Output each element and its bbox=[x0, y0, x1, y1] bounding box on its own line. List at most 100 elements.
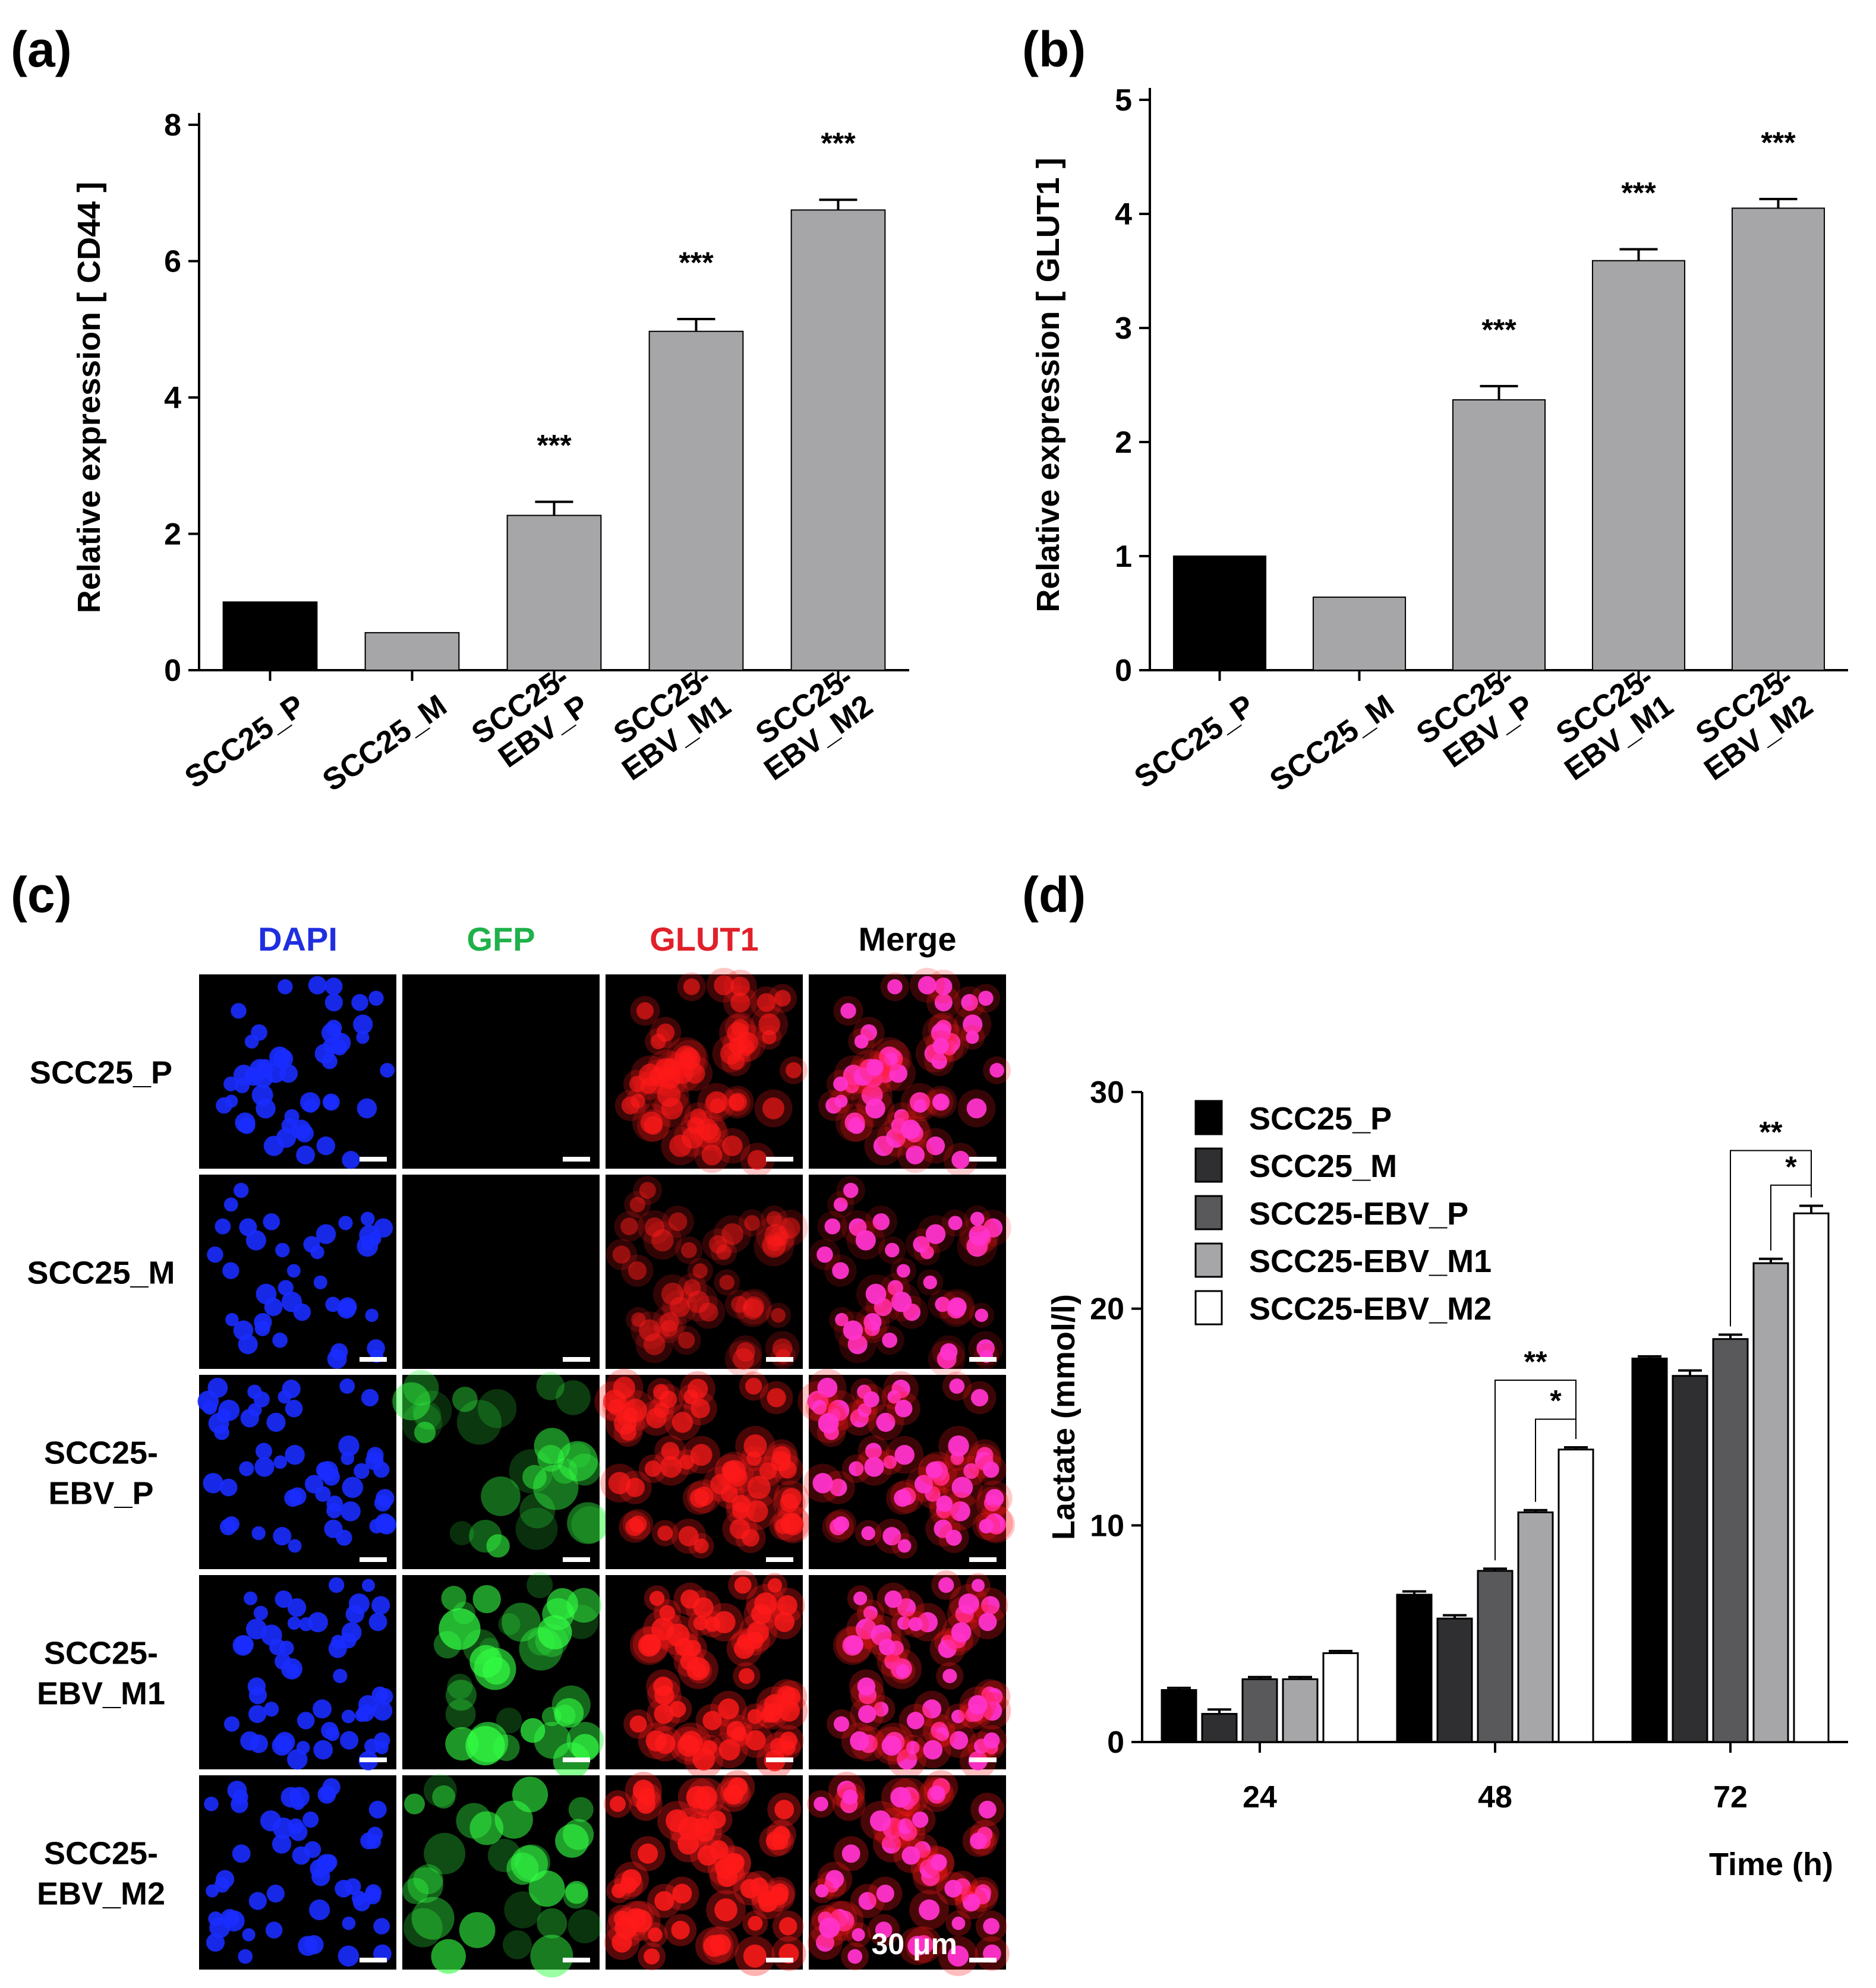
merge-nucleus bbox=[897, 1616, 911, 1630]
nucleus bbox=[296, 1741, 310, 1755]
glut1-cell bbox=[648, 1927, 663, 1942]
glut1-halo bbox=[652, 1305, 687, 1340]
glut1-cell bbox=[754, 1592, 777, 1615]
gfp-cell bbox=[456, 1400, 502, 1445]
merge-nucleus bbox=[951, 1916, 966, 1930]
gfp-cell bbox=[519, 1492, 556, 1529]
gfp-cell bbox=[459, 1912, 496, 1948]
nucleus bbox=[232, 1844, 251, 1863]
nucleus bbox=[275, 1590, 292, 1608]
nucleus bbox=[253, 1391, 270, 1408]
glut1-cell bbox=[696, 1118, 718, 1141]
merge-nucleus bbox=[829, 1478, 847, 1497]
scale-bar bbox=[563, 1557, 590, 1562]
glut1-cell bbox=[613, 1412, 637, 1435]
merge-nucleus bbox=[963, 1014, 983, 1034]
nucleus bbox=[316, 1462, 333, 1479]
glut1-cell bbox=[759, 1462, 777, 1480]
significance-bracket bbox=[1495, 1380, 1577, 1561]
category-label-1: SCC25_M bbox=[317, 688, 453, 798]
merge-nucleus bbox=[949, 1378, 965, 1394]
gfp-cell bbox=[402, 1403, 443, 1444]
merge-nucleus bbox=[917, 1612, 938, 1633]
glut1-halo bbox=[606, 1239, 638, 1270]
glut1-cell bbox=[775, 1518, 792, 1535]
merge-nucleus bbox=[938, 1577, 954, 1593]
gfp-cell bbox=[445, 1680, 477, 1711]
glut1-cell bbox=[620, 1217, 638, 1235]
glut1-halo bbox=[677, 1273, 707, 1303]
merge-nucleus bbox=[883, 1455, 897, 1469]
merge-nucleus bbox=[948, 1435, 969, 1457]
nucleus bbox=[256, 1059, 274, 1077]
nucleus bbox=[251, 1526, 266, 1541]
merge-nucleus bbox=[907, 1936, 928, 1957]
glut1-cell bbox=[730, 976, 750, 996]
merge-nucleus bbox=[888, 1064, 908, 1083]
nucleus bbox=[304, 1099, 318, 1113]
nucleus bbox=[240, 1731, 260, 1751]
merge-nucleus bbox=[975, 1308, 988, 1322]
bar-4 bbox=[790, 209, 886, 671]
nucleus bbox=[278, 979, 293, 995]
nucleus bbox=[323, 1093, 340, 1111]
glut1-cell bbox=[762, 1097, 784, 1119]
glut1-cell bbox=[767, 1236, 781, 1252]
nucleus bbox=[338, 1435, 360, 1457]
glut1-cell bbox=[732, 1494, 751, 1513]
image-tile bbox=[199, 1775, 396, 1970]
merge-nucleus bbox=[843, 1320, 863, 1340]
merge-nucleus bbox=[887, 1390, 901, 1404]
gfp-cell bbox=[536, 1372, 565, 1400]
glut1-cell bbox=[629, 1715, 647, 1733]
merge-nucleus bbox=[970, 1389, 989, 1407]
scale-bar bbox=[563, 1958, 590, 1962]
nucleus bbox=[321, 1053, 338, 1069]
significance-mark: *** bbox=[1481, 313, 1516, 346]
gfp-cell bbox=[522, 1465, 547, 1490]
glut1-cell bbox=[779, 1217, 800, 1239]
nucleus bbox=[330, 1343, 348, 1361]
glut1-cell bbox=[670, 1296, 691, 1317]
nucleus bbox=[223, 1516, 240, 1532]
nucleus bbox=[225, 1094, 238, 1108]
glut1-cell bbox=[680, 1242, 697, 1258]
x-axis-title: Time (h) bbox=[1709, 1847, 1833, 1882]
column-header-merge: Merge bbox=[859, 920, 957, 958]
merge-nucleus bbox=[890, 1787, 912, 1808]
glut1-cell bbox=[746, 1500, 768, 1523]
y-tick-label: 30 bbox=[1090, 1075, 1124, 1110]
gfp-cell bbox=[431, 1939, 466, 1974]
glut1-halo bbox=[756, 1215, 796, 1255]
nucleus bbox=[353, 1014, 373, 1034]
nucleus bbox=[359, 1225, 380, 1246]
merge-nucleus bbox=[936, 1495, 953, 1512]
glut1-cell bbox=[683, 1389, 699, 1405]
merge-nucleus bbox=[865, 1443, 882, 1460]
legend-label: SCC25-EBV_P bbox=[1249, 1196, 1468, 1232]
nucleus bbox=[342, 1151, 360, 1169]
merge-nucleus bbox=[922, 1699, 942, 1719]
image-tile bbox=[604, 1770, 806, 1976]
gfp-cell bbox=[496, 1708, 522, 1734]
glut1-cell bbox=[654, 1891, 674, 1911]
nucleus bbox=[239, 1461, 254, 1476]
glut1-cell bbox=[639, 1319, 661, 1342]
nucleus bbox=[328, 1639, 347, 1658]
glut1-halo bbox=[761, 1205, 788, 1232]
nucleus bbox=[287, 1598, 307, 1617]
nucleus bbox=[288, 1539, 302, 1553]
y-tick-label: 4 bbox=[164, 381, 181, 415]
legend-swatch bbox=[1194, 1242, 1223, 1278]
glut1-cell bbox=[610, 1795, 626, 1812]
glut1-cell bbox=[650, 1034, 666, 1050]
nucleus bbox=[368, 1613, 387, 1632]
gfp-cell bbox=[463, 1629, 499, 1665]
merge-nucleus bbox=[983, 1732, 1000, 1749]
bar-4-1 bbox=[1557, 1449, 1594, 1743]
nucleus bbox=[265, 1921, 283, 1939]
gfp-cell bbox=[424, 1774, 457, 1807]
significance-bracket bbox=[1535, 1418, 1577, 1502]
glut1-cell bbox=[708, 1235, 727, 1254]
nucleus bbox=[371, 1596, 390, 1615]
